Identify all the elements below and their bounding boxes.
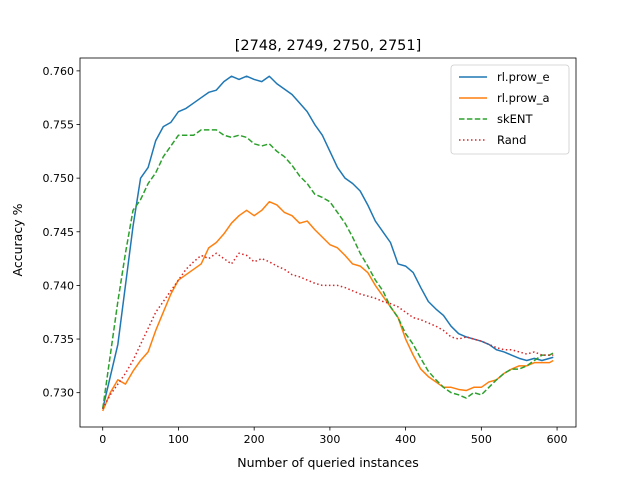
x-tick-label: 300 [319, 433, 340, 446]
x-tick-label: 600 [547, 433, 568, 446]
legend: rl.prow_e rl.prow_a skENT Rand [450, 64, 570, 155]
series-line-rand [102, 252, 554, 410]
y-tick-label: 0.735 [43, 333, 75, 346]
series-line-rl-prow-e [101, 75, 554, 409]
y-tick-label: 0.760 [43, 65, 75, 78]
axes-layer: 0 100 200 300 400 500 600 0.730 0.735 0.740 0.745 0… [43, 57, 577, 446]
x-tick-label: 400 [395, 433, 416, 446]
y-tick-label: 0.750 [43, 172, 75, 185]
y-tick-label: 0.730 [43, 387, 75, 400]
legend-label: rl.prow_e [497, 70, 550, 84]
y-axis-label: Accuracy % [10, 203, 25, 276]
chart-title: [2748, 2749, 2750, 2751] [235, 38, 422, 54]
x-axis-label: Number of queried instances [237, 455, 418, 470]
y-tick-label: 0.745 [43, 226, 75, 239]
x-tick-label: 200 [244, 433, 265, 446]
plot-frame [79, 57, 577, 428]
y-tick-label: 0.740 [43, 279, 75, 292]
series-layer [101, 75, 554, 412]
x-tick-label: 0 [99, 433, 106, 446]
legend-label: skENT [497, 112, 534, 126]
legend-label: Rand [497, 133, 526, 147]
x-tick-label: 500 [471, 433, 492, 446]
legend-label: rl.prow_a [497, 91, 550, 105]
series-line-rl-prow-a [102, 200, 554, 412]
series-line-skent [101, 129, 554, 409]
x-tick-label: 100 [168, 433, 189, 446]
legend-box [450, 64, 570, 155]
y-tick-label: 0.755 [43, 119, 75, 132]
